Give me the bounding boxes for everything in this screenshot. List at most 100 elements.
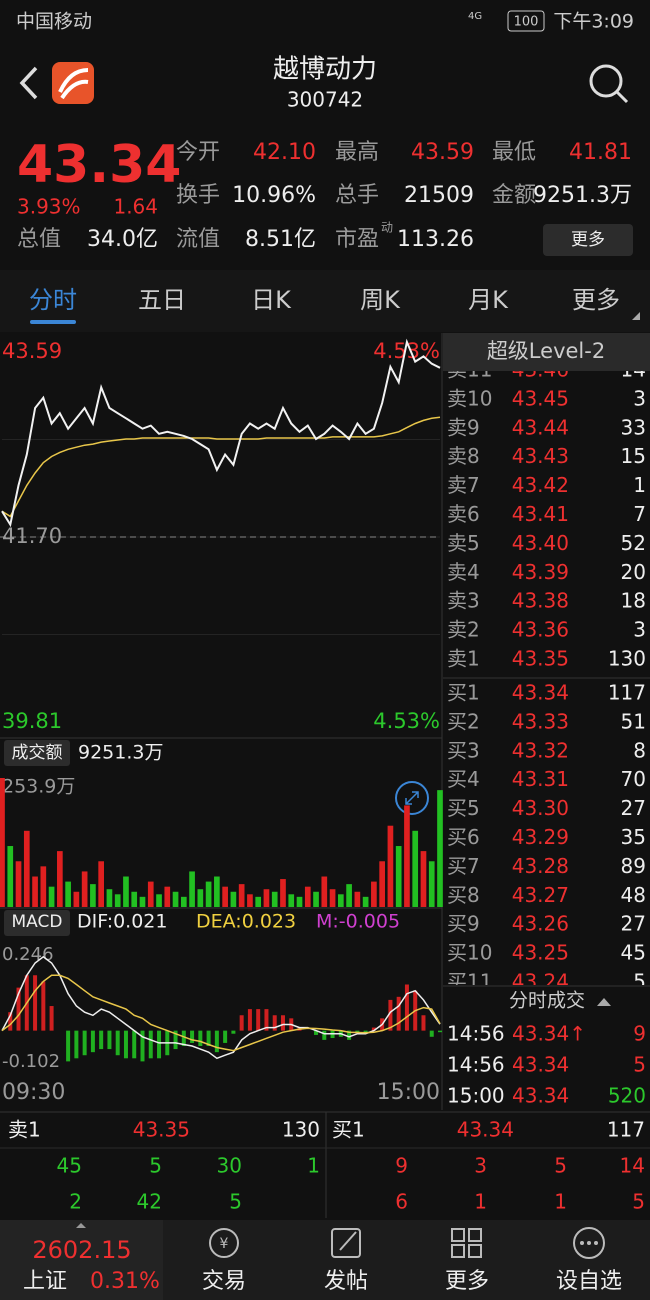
network: 4G: [468, 11, 482, 22]
volume-bar: [81, 871, 88, 907]
order-volume: 3: [633, 618, 646, 642]
trade-time: 14:56: [447, 1053, 505, 1077]
index-value: 2602.15: [32, 1236, 131, 1264]
tab[interactable]: 周K: [360, 286, 401, 314]
order-volume: 89: [621, 854, 646, 878]
volume-bar: [247, 894, 253, 907]
tab[interactable]: 日K: [251, 286, 292, 314]
more-button-label[interactable]: 更多: [571, 230, 605, 250]
level2-header[interactable]: [443, 333, 650, 371]
bid-volume: 117: [607, 1118, 645, 1142]
sort-caret: [597, 998, 611, 1006]
volume-bar: [189, 871, 195, 907]
price-line: [1, 338, 441, 528]
order-volume: 45: [621, 941, 646, 965]
order-volume: 7: [633, 502, 646, 526]
watchlist-icon: [573, 1227, 605, 1259]
order-price: 43.24: [512, 970, 569, 994]
order-label: 买4: [447, 767, 480, 791]
trades-title[interactable]: 分时成交: [509, 990, 585, 1012]
expand-button[interactable]: [395, 781, 429, 815]
post-pen: [339, 1231, 357, 1251]
order-volume: 27: [621, 912, 646, 936]
order-book: 卖1143.4614卖1043.453卖943.4433卖843.4315卖74…: [447, 358, 646, 994]
index-tile[interactable]: [0, 1220, 163, 1300]
stat-label: 流值: [176, 227, 220, 252]
order-volume: 15: [621, 444, 646, 468]
volume-bar: [172, 891, 179, 907]
nav-item[interactable]: 发帖: [324, 1269, 368, 1294]
stat-value: 21509: [404, 183, 474, 208]
search-button[interactable]: [589, 64, 623, 98]
volume-bar: [329, 889, 336, 907]
tab[interactable]: 月K: [468, 286, 509, 314]
queue-volume: 5: [149, 1154, 162, 1178]
tab-more-arrow: [632, 312, 640, 320]
order-price: 43.26: [512, 912, 569, 936]
volume-bar: [197, 889, 204, 907]
logo-mark: [58, 68, 89, 100]
volume-bar: [238, 884, 245, 907]
index-name: 上证: [23, 1269, 67, 1294]
order-price: 43.28: [512, 854, 569, 878]
dea-line: [1, 974, 441, 1052]
nav-item[interactable]: 更多: [445, 1269, 489, 1294]
change-pct: 3.93%: [17, 195, 81, 219]
trade-price: 43.34: [512, 1084, 569, 1108]
volume-bar: [156, 894, 162, 907]
trade-icon-glyph: ¥: [220, 1236, 229, 1252]
queue-volume: 5: [632, 1190, 645, 1214]
more-button[interactable]: [543, 224, 633, 256]
stat-label: 最低: [492, 140, 536, 165]
order-price: 43.29: [512, 825, 569, 849]
tab[interactable]: 五日: [138, 286, 186, 314]
volume-bar: [57, 851, 63, 907]
volume-total: 9251.3万: [78, 742, 163, 764]
nav-item[interactable]: 交易: [202, 1269, 246, 1294]
order-price: 43.25: [512, 941, 569, 965]
order-label: 买8: [447, 883, 480, 907]
order-price: 43.41: [512, 502, 569, 526]
order-price: 43.36: [512, 618, 569, 642]
order-volume: 18: [621, 589, 646, 613]
stat-label: 金额: [492, 183, 536, 208]
queue-volume: 5: [229, 1190, 242, 1214]
queue-volume: 30: [217, 1154, 242, 1178]
average-line: [1, 416, 441, 518]
volume-bar: [230, 891, 237, 907]
stat-value: 42.10: [253, 140, 316, 165]
macd-label[interactable]: MACD: [12, 912, 63, 932]
battery: [507, 10, 545, 32]
volume-bar: [271, 891, 278, 907]
volume-bar: [263, 889, 270, 907]
tab[interactable]: 分时: [29, 286, 77, 314]
pct-label: 4.53%: [373, 709, 440, 733]
back-button[interactable]: [19, 66, 38, 100]
order-price: 43.33: [512, 709, 569, 733]
queue-volume: 9: [395, 1154, 408, 1178]
volume-bar: [395, 846, 402, 907]
expand-icon: [405, 791, 419, 805]
trade-time: 15:00: [447, 1084, 505, 1108]
stat-value: 34.0亿: [87, 227, 158, 252]
tab[interactable]: 更多: [572, 286, 620, 314]
order-price: 43.35: [512, 647, 569, 671]
trade-volume: 9: [633, 1022, 646, 1046]
battery-level: 100: [514, 15, 539, 30]
watchlist-dots: [580, 1241, 598, 1245]
order-price: 43.40: [512, 531, 569, 555]
order-label: 买7: [447, 854, 480, 878]
level2-title[interactable]: 超级Level-2: [487, 339, 605, 363]
post-icon: [331, 1228, 361, 1258]
queue-volume: 2: [69, 1190, 82, 1214]
nav-item[interactable]: 设自选: [556, 1269, 622, 1294]
order-volume: 14: [621, 358, 646, 382]
clock: 下午3:09: [553, 11, 634, 33]
bid-label: 买1: [332, 1118, 365, 1142]
macd-tag[interactable]: [4, 910, 70, 936]
queue-volume: 42: [137, 1190, 162, 1214]
order-label: 买6: [447, 825, 480, 849]
trade-volume: 520: [608, 1084, 646, 1108]
order-label: 卖5: [447, 531, 480, 555]
